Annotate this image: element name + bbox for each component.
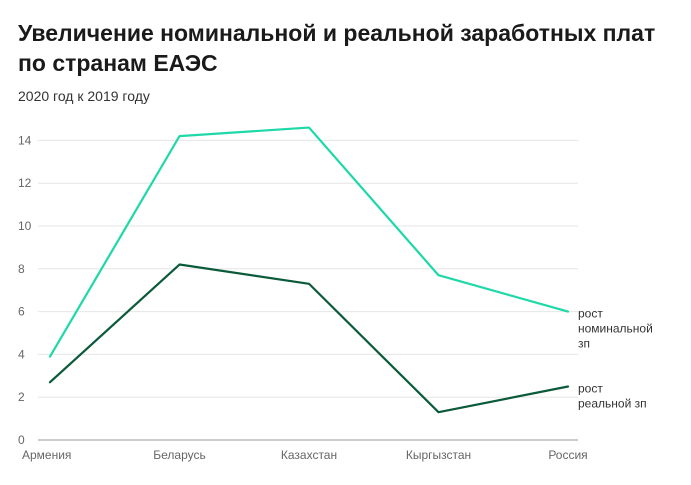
x-tick-label: Россия (548, 448, 587, 462)
series-label: номинальной (578, 322, 653, 336)
gridlines (38, 139, 578, 441)
chart-subtitle: 2020 год к 2019 году (18, 88, 150, 104)
series-label: реальной зп (578, 397, 647, 411)
x-tick-label: Армения (22, 448, 71, 462)
y-tick-label: 14 (18, 133, 32, 147)
y-tick-label: 12 (18, 176, 32, 190)
series-line-1 (48, 263, 570, 414)
y-tick-label: 6 (18, 305, 25, 319)
y-tick-label: 0 (18, 433, 25, 447)
series-line-0 (48, 126, 570, 358)
x-tick-label: Казахстан (281, 448, 337, 462)
x-tick-label: Кыргызстан (406, 448, 471, 462)
y-tick-label: 4 (18, 347, 25, 361)
series-label: рост (578, 307, 603, 321)
x-tick-label: Беларусь (153, 448, 205, 462)
series-label: зп (578, 337, 590, 351)
y-axis-ticks: 0 2 4 6 8 10 12 14 (18, 133, 32, 447)
series-lines (48, 126, 570, 414)
y-tick-label: 8 (18, 262, 25, 276)
chart-title: Увеличение номинальной и реальной зарабо… (18, 20, 656, 76)
y-tick-label: 10 (18, 219, 32, 233)
series-label: рост (578, 382, 603, 396)
x-axis-ticks: Армения Беларусь Казахстан Кыргызстан Россия (22, 448, 588, 462)
y-tick-label: 2 (18, 390, 25, 404)
